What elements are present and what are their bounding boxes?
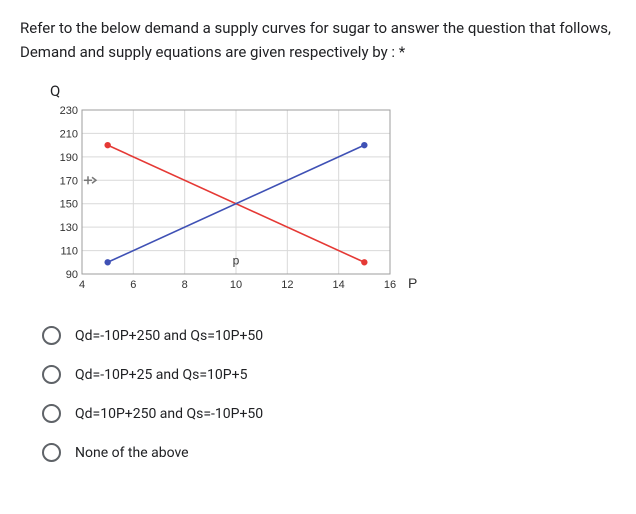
- option-row[interactable]: Qd=-10P+250 and Qs=10P+50: [20, 316, 616, 355]
- svg-text:6: 6: [130, 279, 136, 291]
- chart-frame: 4 6 8 10 12 14 16 90 110 130 150 170 190 210 230 p P: [50, 106, 420, 296]
- svg-text:110: 110: [60, 246, 78, 258]
- y-axis-title: Q: [50, 82, 616, 100]
- options-group: Qd=-10P+250 and Qs=10P+50 Qd=-10P+25 and…: [20, 316, 616, 472]
- option-label: Qd=-10P+250 and Qs=10P+50: [75, 328, 263, 344]
- svg-text:150: 150: [60, 199, 78, 211]
- svg-text:p: p: [233, 253, 240, 267]
- svg-text:170: 170: [60, 175, 78, 187]
- option-row[interactable]: None of the above: [20, 433, 616, 472]
- svg-text:16: 16: [384, 279, 396, 291]
- radio-icon[interactable]: [42, 443, 61, 462]
- svg-text:12: 12: [281, 279, 293, 291]
- svg-text:190: 190: [60, 152, 78, 164]
- svg-text:230: 230: [60, 106, 78, 117]
- svg-text:P: P: [408, 275, 417, 291]
- option-label: None of the above: [75, 445, 189, 461]
- radio-icon[interactable]: [42, 404, 61, 423]
- question-text: Refer to the below demand a supply curve…: [20, 16, 616, 64]
- svg-text:210: 210: [60, 128, 78, 140]
- svg-text:90: 90: [66, 269, 78, 281]
- option-label: Qd=10P+250 and Qs=-10P+50: [75, 406, 263, 422]
- option-row[interactable]: Qd=10P+250 and Qs=-10P+50: [20, 394, 616, 433]
- svg-text:130: 130: [60, 222, 78, 234]
- chart-block: Q 4 6 8 10 12 14 16 90 110 130 150 170 190 210 230 p P: [50, 82, 616, 296]
- option-label: Qd=-10P+25 and Qs=10P+5: [75, 367, 247, 383]
- chart-svg: 4 6 8 10 12 14 16 90 110 130 150 170 190 210 230 p P: [50, 106, 420, 296]
- option-row[interactable]: Qd=-10P+25 and Qs=10P+5: [20, 355, 616, 394]
- radio-icon[interactable]: [42, 326, 61, 345]
- svg-text:4: 4: [79, 279, 85, 291]
- svg-text:8: 8: [182, 279, 188, 291]
- svg-text:10: 10: [230, 279, 242, 291]
- svg-text:14: 14: [333, 279, 345, 291]
- radio-icon[interactable]: [42, 365, 61, 384]
